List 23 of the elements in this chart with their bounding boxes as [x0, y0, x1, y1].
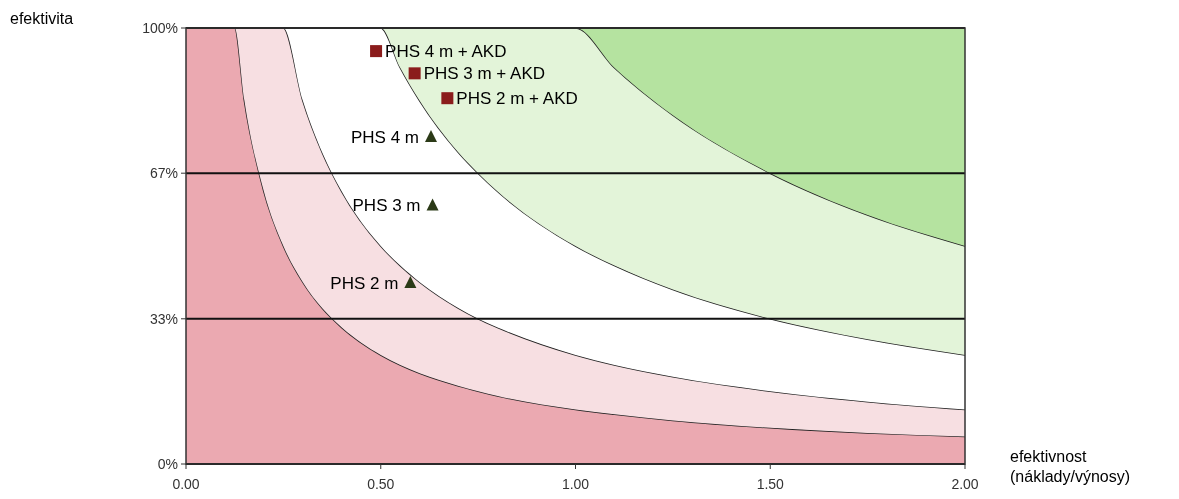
point: [426, 198, 439, 211]
y-axis-title: efektivita: [10, 10, 74, 27]
point: [441, 92, 454, 105]
annotation: PHS 4 m: [350, 128, 419, 147]
x-tick-label: 1.50: [756, 476, 785, 492]
annotation: PHS 4 m + AKD: [385, 42, 507, 62]
annotation: PHS 2 m: [330, 274, 399, 294]
x-axis-title: efektivnost (náklady/výnosy): [1010, 448, 1131, 485]
x-tick-label: 0.50: [367, 476, 395, 492]
point: [408, 67, 421, 80]
y-tick-label: 33%: [149, 310, 178, 327]
annotation: PHS 3 m + AKD: [423, 64, 546, 84]
point: [370, 45, 383, 58]
annotation: PHS 2 m + AKD: [456, 89, 578, 109]
point: [404, 276, 417, 289]
point: [425, 130, 437, 142]
x-tick-label: 0.00: [172, 476, 200, 492]
y-tick-label: 100%: [142, 20, 178, 36]
y-tick-label: 0%: [157, 456, 178, 472]
x-tick-label: 2.00: [951, 476, 979, 492]
x-tick-label: 1.00: [561, 476, 590, 492]
annotation: PHS 3 m: [352, 196, 421, 216]
y-tick-label: 67%: [149, 165, 178, 182]
